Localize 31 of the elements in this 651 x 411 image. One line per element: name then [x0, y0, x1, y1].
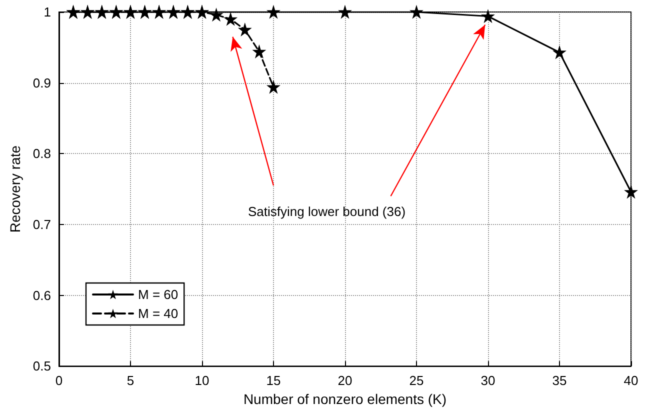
point: [625, 186, 637, 198]
point: [482, 10, 494, 22]
x-tick-label: 15: [266, 373, 281, 388]
y-axis-title: Recovery rate: [7, 145, 23, 233]
y-tick-label: 0.5: [32, 358, 51, 374]
x-tick-label: 0: [55, 373, 63, 388]
point: [267, 6, 280, 18]
x-tick-label: 5: [126, 373, 134, 388]
y-tick-label: 0.9: [32, 75, 51, 90]
x-tick-label: 35: [552, 373, 567, 388]
y-tick-label: 0.7: [32, 216, 51, 232]
x-tick-label: 40: [624, 373, 638, 388]
point: [410, 6, 422, 18]
point: [238, 24, 251, 36]
y-tick-label: 0.6: [32, 288, 51, 303]
point: [267, 81, 280, 94]
x-tick-label: 10: [194, 373, 210, 388]
y-tick-label: 1: [44, 4, 51, 20]
point: [253, 46, 266, 58]
x-tick-label: 25: [409, 373, 424, 388]
annotation: Satisfying lower bound (36): [248, 204, 406, 219]
y-tick-label: 0.8: [32, 146, 51, 162]
x-axis-title: Number of nonzero elements (K): [243, 391, 447, 407]
legend-label: M = 60: [138, 287, 178, 302]
point: [553, 46, 566, 58]
x-tick-label: 30: [480, 373, 496, 388]
legend-label: M = 40: [138, 306, 178, 321]
point: [338, 6, 351, 18]
point: [224, 13, 237, 26]
x-tick-label: 20: [338, 373, 352, 388]
point: [210, 8, 222, 21]
